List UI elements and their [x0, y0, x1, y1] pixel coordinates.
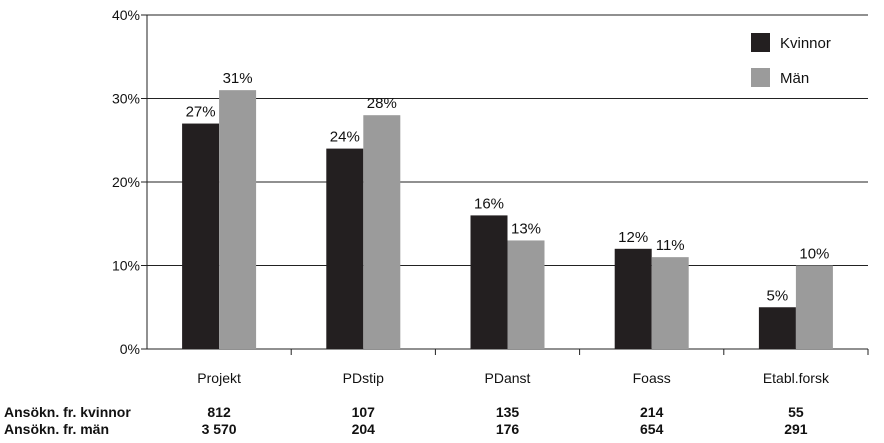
- table-value: 654: [640, 421, 664, 437]
- y-tick-label: 10%: [112, 258, 140, 274]
- bar-kvinnor: [470, 215, 508, 349]
- legend-label: Kvinnor: [780, 35, 831, 52]
- x-category-label: Foass: [633, 370, 671, 386]
- y-tick-label: 40%: [112, 7, 140, 23]
- table-value: 812: [207, 404, 231, 420]
- table-value: 291: [784, 421, 808, 437]
- table-row-label: Ansökn. fr. kvinnor: [4, 404, 131, 420]
- data-label: 10%: [799, 246, 829, 263]
- data-label: 16%: [474, 195, 504, 212]
- table-value: 135: [496, 404, 520, 420]
- data-label: 5%: [767, 287, 789, 304]
- table-value: 55: [788, 404, 804, 420]
- bar-kvinnor: [326, 148, 364, 349]
- x-category-label: Projekt: [197, 370, 241, 386]
- table-value: 176: [496, 421, 520, 437]
- bar-kvinnor: [182, 123, 220, 349]
- legend-swatch: [751, 33, 770, 52]
- legend-swatch: [751, 68, 770, 87]
- y-tick-label: 30%: [112, 91, 140, 107]
- data-label: 24%: [330, 129, 360, 146]
- data-label: 31%: [223, 70, 253, 87]
- y-tick-label: 0%: [120, 341, 140, 357]
- data-label: 27%: [186, 104, 216, 121]
- x-category-label: PDanst: [485, 370, 531, 386]
- table-value: 214: [640, 404, 664, 420]
- bar-man: [795, 265, 833, 349]
- bar-man: [507, 240, 545, 349]
- x-category-label: PDstip: [343, 370, 384, 386]
- x-category-label: Etabl.forsk: [763, 370, 830, 386]
- table-value: 107: [352, 404, 376, 420]
- bar-man: [651, 257, 689, 349]
- data-label: 12%: [618, 229, 648, 246]
- data-label: 28%: [367, 95, 397, 112]
- data-label: 13%: [511, 220, 541, 237]
- bar-man: [219, 90, 257, 350]
- bar-kvinnor: [758, 307, 796, 349]
- bar-kvinnor: [614, 248, 652, 349]
- legend-label: Män: [780, 70, 809, 87]
- y-tick-label: 20%: [112, 174, 140, 190]
- table-value: 3 570: [202, 421, 237, 437]
- data-label: 11%: [656, 237, 685, 254]
- table-value: 204: [352, 421, 376, 437]
- bar-man: [363, 115, 401, 349]
- table-row-label: Ansökn. fr. män: [4, 421, 109, 437]
